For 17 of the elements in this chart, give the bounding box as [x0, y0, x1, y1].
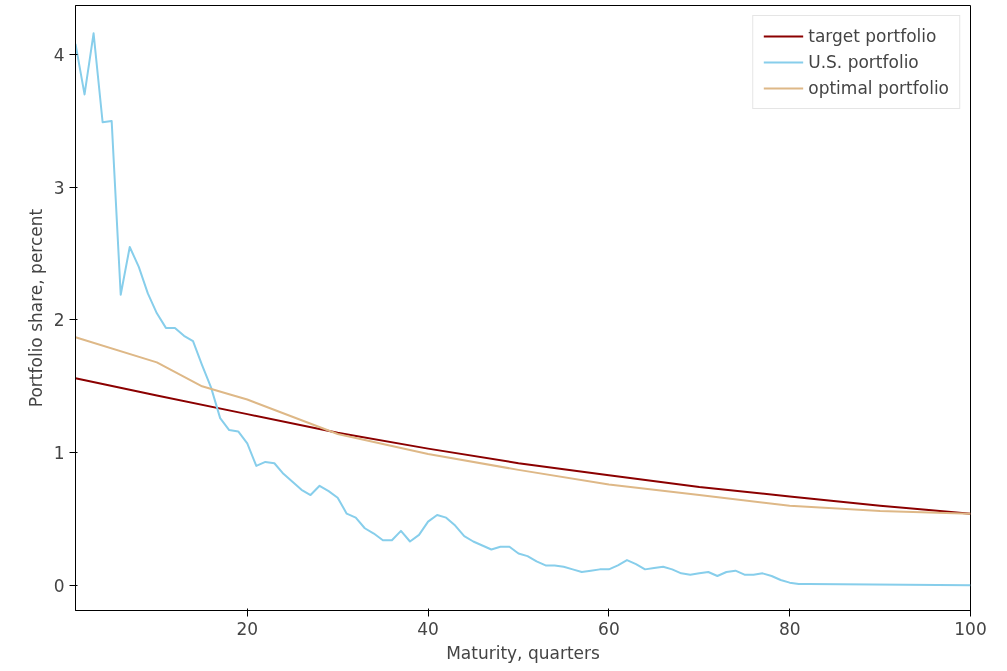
y-tick-label: 2 [53, 310, 65, 331]
y-tick-label: 1 [53, 443, 65, 464]
x-tick-label: 80 [778, 618, 801, 639]
legend-label: target portfolio [808, 26, 937, 46]
line-series [75, 377, 971, 515]
x-tick-label: 100 [954, 618, 987, 639]
y-tick-label: 0 [53, 575, 65, 596]
line-series [75, 336, 971, 515]
y-tick-label: 4 [53, 45, 65, 66]
x-tick-label: 20 [236, 618, 259, 639]
y-tick-label: 3 [53, 177, 65, 198]
x-tick-label: 60 [598, 618, 620, 639]
x-tick-label: 40 [417, 618, 439, 639]
x-axis-title: Maturity, quarters [446, 642, 600, 663]
legend-label: optimal portfolio [808, 78, 949, 98]
legend-label: U.S. portfolio [808, 52, 919, 72]
y-axis-title: Portfolio share, percent [25, 208, 46, 408]
